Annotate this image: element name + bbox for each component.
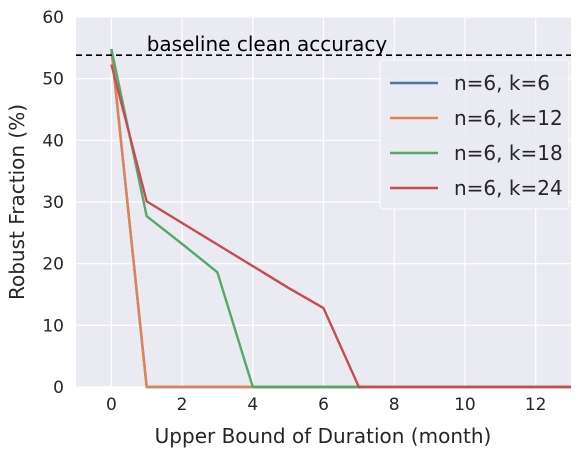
x-tick-label: 12: [525, 395, 547, 415]
y-tick-label: 10: [42, 316, 64, 336]
baseline-label: baseline clean accuracy: [147, 32, 388, 56]
tick-labels: 0 2 4 6 8 10 12 0 10 20 30 40 50 60: [42, 8, 546, 415]
y-tick-label: 20: [42, 255, 64, 275]
y-tick-label: 30: [42, 193, 64, 213]
legend-box: [379, 59, 570, 210]
y-axis-title: Robust Fraction (%): [5, 104, 29, 300]
y-tick-label: 60: [42, 8, 64, 28]
y-tick-label: 40: [42, 131, 64, 151]
x-tick-label: 2: [177, 395, 188, 415]
x-tick-label: 8: [389, 395, 400, 415]
x-axis-title: Upper Bound of Duration (month): [155, 424, 492, 448]
x-tick-label: 6: [318, 395, 329, 415]
series-line-4: [110, 64, 571, 389]
legend-label: n=6, k=24: [454, 176, 563, 200]
legend: n=6, k=6 n=6, k=12 n=6, k=18 n=6, k=24: [379, 59, 570, 210]
legend-label: n=6, k=6: [454, 71, 550, 95]
x-tick-label: 0: [106, 395, 117, 415]
x-tick-label: 10: [454, 395, 476, 415]
y-tick-label: 0: [53, 378, 64, 398]
x-tick-label: 4: [247, 395, 258, 415]
baseline-layer: baseline clean accuracy: [76, 32, 571, 56]
legend-label: n=6, k=18: [454, 141, 563, 165]
y-tick-label: 50: [42, 70, 64, 90]
legend-label: n=6, k=12: [454, 106, 563, 130]
series-layer: [110, 48, 571, 389]
